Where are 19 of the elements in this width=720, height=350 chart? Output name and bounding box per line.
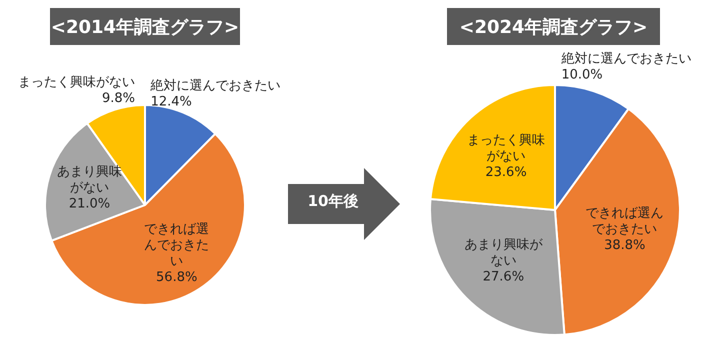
chart-title: <2014年調査グラフ> [50, 8, 240, 45]
slice-label: 絶対に選んでおきたい [560, 50, 692, 67]
slice-label: できれば選んでおきたい [144, 222, 210, 269]
slice-label: あまり興味がない [57, 164, 122, 196]
data-label: 9.8% [102, 91, 135, 106]
data-label: 23.6% [485, 164, 527, 180]
data-label: 27.6% [482, 269, 524, 284]
slice-label: できれば選んでおきたい [586, 206, 664, 238]
data-label: 56.8% [156, 270, 198, 285]
data-label: 10.0% [561, 68, 603, 83]
chart-title: <2024年調査グラフ> [447, 8, 660, 45]
slice-label: あまり興味がない [464, 237, 544, 268]
data-label: 12.4% [150, 94, 192, 110]
data-label: 21.0% [68, 196, 110, 212]
slice-label: 絶対に選んでおきたい [150, 77, 281, 94]
text: 10年後 [306, 192, 360, 211]
data-label: 38.8% [604, 238, 646, 254]
slice-label: まったく興味がない [467, 132, 546, 164]
slice-label: まったく興味がない [18, 75, 135, 90]
